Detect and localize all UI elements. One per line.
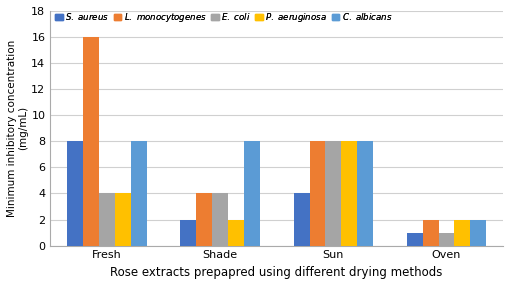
Bar <box>83 37 99 246</box>
Legend: $\it{S.\ aureus}$, $\it{L.\ monocytogenes}$, $\it{E.\ coli}$, $\it{P.\ aeruginos: $\it{S.\ aureus}$, $\it{L.\ monocytogene… <box>55 11 392 24</box>
Bar <box>438 233 454 246</box>
Bar <box>99 194 115 246</box>
Bar <box>341 141 356 246</box>
Y-axis label: Minimum inhibitory concentration
(mg/mL): Minimum inhibitory concentration (mg/mL) <box>7 40 29 217</box>
Bar <box>115 194 130 246</box>
Bar <box>454 220 469 246</box>
Bar <box>130 141 146 246</box>
Bar <box>469 220 485 246</box>
X-axis label: Rose extracts prepapred using different drying methods: Rose extracts prepapred using different … <box>110 266 442 279</box>
Bar <box>212 194 228 246</box>
Bar <box>325 141 341 246</box>
Bar <box>228 220 243 246</box>
Bar <box>293 194 309 246</box>
Bar <box>356 141 372 246</box>
Bar <box>406 233 422 246</box>
Bar <box>309 141 325 246</box>
Bar <box>67 141 83 246</box>
Bar <box>243 141 259 246</box>
Bar <box>196 194 212 246</box>
Bar <box>422 220 438 246</box>
Bar <box>180 220 196 246</box>
